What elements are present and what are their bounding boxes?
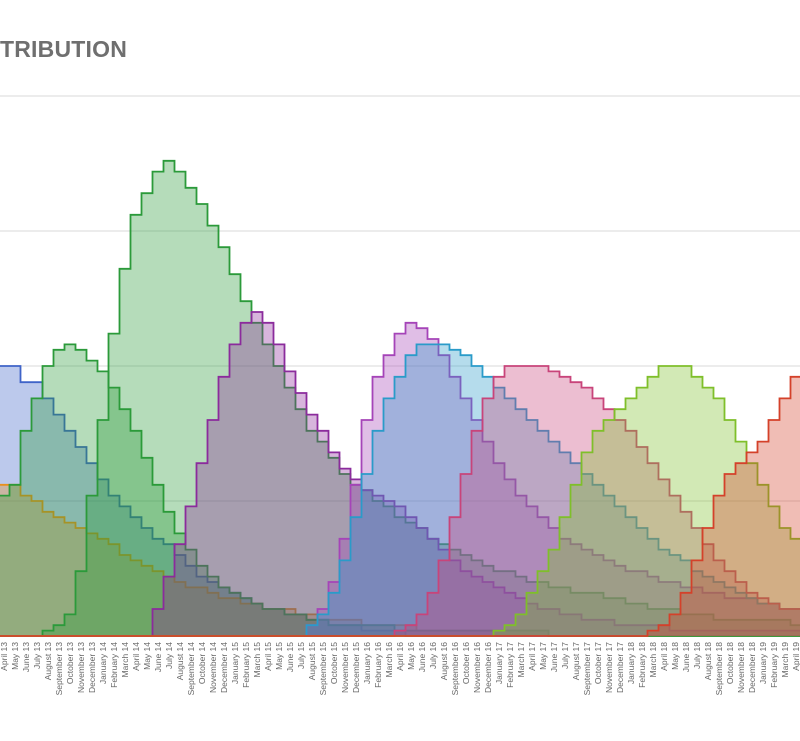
x-tick-label: May 14: [142, 642, 152, 670]
series-area-5: [0, 322, 800, 636]
series-area-6: [0, 344, 800, 636]
x-tick-label: February 18: [637, 642, 647, 688]
chart-title: TRIBUTION: [0, 36, 128, 62]
x-tick-label: March 14: [120, 642, 130, 678]
x-tick-label: February 19: [769, 642, 779, 688]
x-tick-label: May 13: [10, 642, 20, 670]
x-tick-label: August 16: [439, 642, 449, 681]
x-tick-label: March 18: [648, 642, 658, 678]
series-area-4: [0, 312, 800, 636]
x-tick-label: November 17: [604, 642, 614, 693]
series-area-0: [0, 366, 800, 636]
x-tick-label: November 14: [208, 642, 218, 693]
x-tick-label: October 17: [593, 642, 603, 684]
x-tick-label: January 19: [758, 642, 768, 684]
x-axis-tick-labels: April 13 May 13 June 13 July 13 August 13 Sep…: [0, 642, 800, 696]
x-tick-label: June 13: [21, 642, 31, 673]
series-area-7: [0, 366, 800, 636]
x-tick-label: May 16: [406, 642, 416, 670]
x-tick-label: April 14: [131, 642, 141, 671]
x-tick-label: July 16: [428, 642, 438, 669]
x-tick-label: February 14: [109, 642, 119, 688]
x-tick-label: August 14: [175, 642, 185, 681]
x-tick-label: June 16: [417, 642, 427, 673]
x-tick-label: October 15: [329, 642, 339, 684]
series-area-2: [0, 344, 800, 636]
x-tick-label: April 17: [527, 642, 537, 671]
x-tick-label: November 16: [472, 642, 482, 693]
x-tick-label: January 18: [626, 642, 636, 684]
x-tick-label: November 15: [340, 642, 350, 693]
x-tick-label: August 13: [43, 642, 53, 681]
x-tick-label: January 16: [362, 642, 372, 684]
x-tick-label: March 15: [252, 642, 262, 678]
series-line-9: [0, 375, 800, 637]
x-tick-label: June 15: [285, 642, 295, 673]
x-tick-label: March 16: [384, 642, 394, 678]
x-tick-label: March 17: [516, 642, 526, 678]
x-tick-label: April 18: [659, 642, 669, 671]
x-tick-label: October 18: [725, 642, 735, 684]
x-tick-label: July 15: [296, 642, 306, 669]
x-tick-label: June 18: [681, 642, 691, 673]
x-tick-label: December 15: [351, 642, 361, 693]
x-tick-label: January 17: [494, 642, 504, 684]
x-tick-label: November 13: [76, 642, 86, 693]
x-tick-label: July 18: [692, 642, 702, 669]
x-tick-label: February 17: [505, 642, 515, 688]
x-tick-label: September 16: [450, 642, 460, 696]
x-tick-label: July 14: [164, 642, 174, 669]
x-tick-label: September 14: [186, 642, 196, 696]
x-tick-label: June 17: [549, 642, 559, 673]
x-tick-label: November 18: [736, 642, 746, 693]
x-tick-label: July 17: [560, 642, 570, 669]
x-tick-label: December 17: [615, 642, 625, 693]
x-tick-label: January 15: [230, 642, 240, 684]
x-tick-label: April 13: [0, 642, 9, 671]
x-tick-label: January 14: [98, 642, 108, 684]
x-tick-label: December 13: [87, 642, 97, 693]
x-tick-label: May 18: [670, 642, 680, 670]
x-tick-label: December 14: [219, 642, 229, 693]
x-tick-label: August 15: [307, 642, 317, 681]
series-area-8: [0, 366, 800, 636]
x-tick-label: December 18: [747, 642, 757, 693]
x-tick-label: May 17: [538, 642, 548, 670]
x-tick-label: June 14: [153, 642, 163, 673]
x-tick-label: October 16: [461, 642, 471, 684]
x-tick-label: August 18: [703, 642, 713, 681]
series-areas: [0, 159, 800, 637]
series-line-4: [0, 311, 800, 637]
x-tick-label: April 16: [395, 642, 405, 671]
x-tick-label: May 15: [274, 642, 284, 670]
x-tick-label: October 14: [197, 642, 207, 684]
x-tick-label: December 16: [483, 642, 493, 693]
x-tick-label: September 18: [714, 642, 724, 696]
x-tick-label: September 15: [318, 642, 328, 696]
x-tick-label: October 13: [65, 642, 75, 684]
series-area-9: [0, 376, 800, 636]
x-tick-label: September 13: [54, 642, 64, 696]
x-tick-label: February 15: [241, 642, 251, 688]
x-tick-label: July 13: [32, 642, 42, 669]
x-tick-label: February 16: [373, 642, 383, 688]
x-tick-label: September 17: [582, 642, 592, 696]
series-area-1: [0, 484, 800, 636]
series-area-3: [0, 160, 800, 636]
x-tick-label: April 19: [791, 642, 800, 671]
x-tick-label: March 19: [780, 642, 790, 678]
x-tick-label: April 15: [263, 642, 273, 671]
x-tick-label: August 17: [571, 642, 581, 681]
